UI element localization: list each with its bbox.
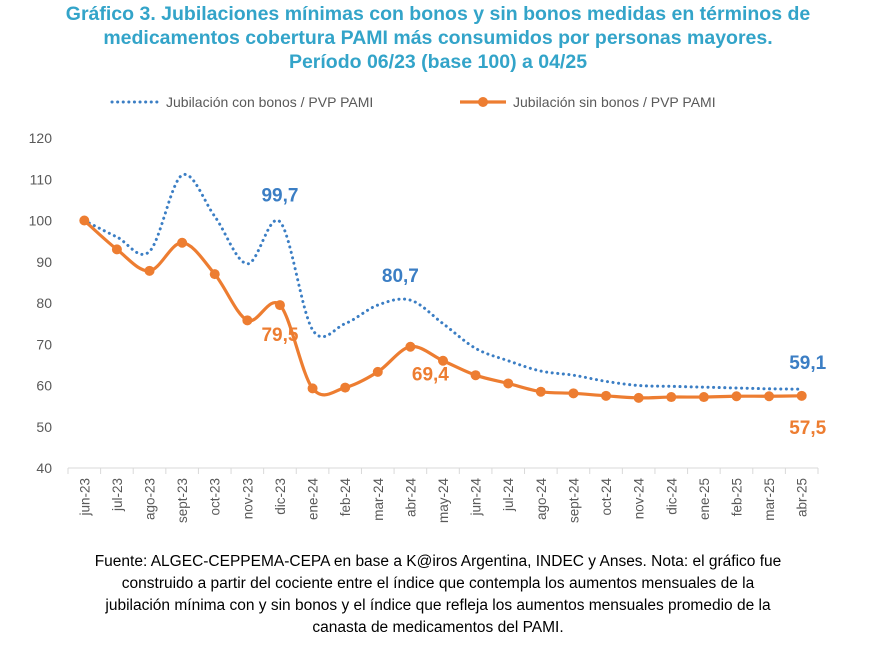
- y-tick-label: 50: [36, 419, 52, 435]
- chart-title-line: Gráfico 3. Jubilaciones mínimas con bono…: [65, 3, 811, 25]
- data-point-sin-bonos: [633, 392, 644, 403]
- data-point-sin-bonos: [438, 355, 448, 366]
- data-label: 69,4: [412, 365, 449, 386]
- y-tick-label: 90: [36, 254, 52, 270]
- source-note-line: canasta de medicamentos del PAMI.: [312, 619, 564, 636]
- legend-label-con-bonos: Jubilación con bonos / PVP PAMI: [166, 94, 373, 110]
- data-point-sin-bonos: [666, 392, 677, 403]
- line-chart: 40 50 60 70 80 90 100 110 120 jun-23 jul-23 ago-23 s…: [29, 94, 827, 524]
- x-tick-label: dic-24: [664, 478, 679, 515]
- data-label: 57,5: [789, 418, 826, 439]
- x-tick-label: ene-24: [306, 478, 321, 521]
- source-note: Fuente: ALGEC-CEPPEMA-CEPA en base a K@i…: [20, 551, 856, 639]
- data-label: 99,7: [261, 186, 298, 207]
- source-note-line: Fuente: ALGEC-CEPPEMA-CEPA en base a K@i…: [94, 553, 782, 570]
- data-point-sin-bonos: [111, 244, 122, 255]
- x-tick-label: sept-23: [175, 478, 190, 523]
- x-tick-label: oct-23: [208, 478, 223, 516]
- y-tick-label: 40: [36, 460, 52, 476]
- y-tick-label: 110: [30, 171, 53, 187]
- y-tick-label: 70: [36, 336, 52, 352]
- x-tick-label: abr-24: [403, 478, 418, 518]
- data-point-sin-bonos: [568, 388, 579, 399]
- source-note-line: jubilación mínima con y sin bonos y el í…: [105, 597, 771, 614]
- chart-title-line: medicamentos cobertura PAMI más consumid…: [103, 27, 773, 49]
- x-tick-label: ago-24: [534, 478, 549, 521]
- data-label: 80,7: [382, 266, 419, 287]
- source-note-line: construido a partir del cociente entre e…: [121, 575, 755, 592]
- y-tick-label: 120: [29, 130, 53, 146]
- data-point-sin-bonos: [535, 386, 546, 397]
- x-tick-label: dic-23: [273, 478, 288, 515]
- data-point-sin-bonos: [79, 215, 90, 226]
- data-label: 79,5: [261, 325, 298, 346]
- x-tick-label: ene-25: [697, 478, 712, 520]
- chart-title-line: Período 06/23 (base 100) a 04/25: [288, 51, 588, 73]
- y-tick-label: 60: [36, 378, 52, 394]
- x-tick-label: oct-24: [599, 478, 614, 516]
- data-point-sin-bonos: [144, 265, 155, 276]
- x-tick-label: abr-25: [795, 478, 810, 517]
- data-point-sin-bonos: [242, 315, 253, 326]
- data-point-sin-bonos: [731, 391, 742, 402]
- data-point-sin-bonos: [405, 341, 416, 352]
- data-point-sin-bonos: [698, 392, 709, 403]
- data-point-sin-bonos: [307, 383, 318, 394]
- x-tick-label: feb-25: [729, 478, 744, 516]
- x-tick-label: sept-24: [566, 478, 581, 524]
- x-tick-label: jun-24: [469, 478, 484, 517]
- x-tick-label: feb-24: [338, 478, 353, 517]
- x-tick-label: ago-23: [143, 478, 158, 520]
- series-line-con-bonos: [82, 173, 804, 391]
- data-point-sin-bonos: [177, 237, 188, 248]
- data-point-sin-bonos: [274, 300, 285, 311]
- y-tick-label: 100: [29, 213, 53, 229]
- data-point-sin-bonos: [796, 390, 807, 401]
- data-point-sin-bonos: [470, 370, 481, 381]
- data-point-sin-bonos: [764, 391, 775, 402]
- legend-marker-sin-bonos: [478, 97, 488, 107]
- y-tick-label: 80: [36, 295, 52, 311]
- data-label: 59,1: [789, 353, 826, 374]
- x-tick-label: jul-23: [110, 478, 125, 512]
- x-tick-label: mar-24: [371, 478, 386, 521]
- x-tick-label: mar-25: [762, 478, 777, 521]
- data-point-sin-bonos: [209, 269, 220, 280]
- x-tick-label: jul-24: [501, 478, 516, 513]
- x-tick-label: nov-23: [240, 478, 255, 519]
- chart-title: Gráfico 3. Jubilaciones mínimas con bono…: [0, 2, 876, 74]
- x-tick-label: may-24: [436, 478, 451, 524]
- x-tick-label: nov-24: [632, 478, 647, 520]
- legend-label-sin-bonos: Jubilación sin bonos / PVP PAMI: [513, 94, 716, 110]
- x-tick-label: jun-23: [77, 478, 92, 517]
- data-point-sin-bonos: [601, 390, 612, 401]
- data-point-sin-bonos: [503, 378, 514, 389]
- data-point-sin-bonos: [340, 382, 351, 393]
- data-point-sin-bonos: [372, 366, 383, 377]
